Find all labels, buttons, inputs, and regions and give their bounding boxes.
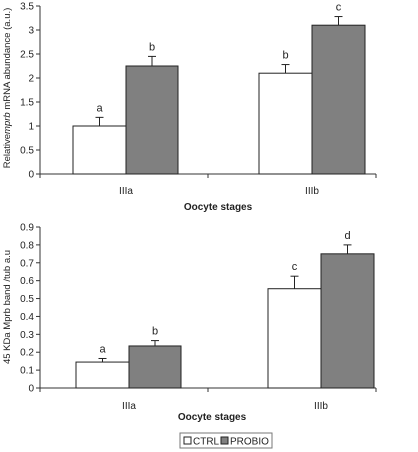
chart1-bar-probio: [311, 24, 366, 175]
chart1-category-label: IIIb: [305, 186, 319, 197]
chart1-significance-label: a: [96, 102, 103, 114]
chart2-significance-label: c: [292, 261, 298, 273]
chart2-significance-label: b: [152, 326, 158, 338]
chart2-y-tick-label: 0.8: [20, 240, 34, 251]
chart1-y-axis-title: Relativemprb mRNA abundance (a.u.): [2, 8, 13, 169]
chart1-significance-label: c: [336, 2, 342, 14]
chart1-y-tick-label: 2: [28, 74, 34, 85]
chart1-y-tick-label: 0.5: [20, 146, 34, 157]
legend-swatch-probio: [220, 436, 229, 445]
chart1-bar-probio: [125, 65, 179, 175]
chart2-bar-probio: [128, 345, 182, 389]
legend-label-probio: PROBIO: [230, 437, 269, 448]
chart2-bar-ctrl: [267, 288, 322, 389]
chart2-y-tick-label: 0.2: [20, 348, 34, 359]
chart2-y-tick-label: 0.3: [20, 330, 34, 341]
legend-label-ctrl: CTRL: [193, 437, 220, 448]
chart1-y-tick-label: 1.5: [20, 98, 34, 109]
chart1-x-axis-title: Oocyte stages: [184, 202, 253, 213]
chart2-category-label: IIIa: [122, 401, 136, 412]
chart2-y-tick-label: 0.9: [20, 223, 34, 234]
chart1-bar-ctrl: [258, 72, 313, 175]
protein-band-chart: 45 KDa Mprb band /tub a.u Oocyte stages …: [2, 223, 377, 423]
chart2-y-tick-label: 0.5: [20, 294, 34, 305]
chart1-y-tick-label: 1: [28, 122, 34, 133]
legend-swatch-ctrl: [183, 436, 192, 445]
chart2-bar-probio: [320, 253, 375, 389]
chart1-significance-label: b: [282, 50, 288, 62]
chart1-significance-label: b: [149, 41, 155, 53]
mrna-abundance-chart: Relativemprb mRNA abundance (a.u.) Oocyt…: [2, 2, 377, 213]
legend: CTRL PROBIO: [179, 432, 273, 449]
chart2-significance-label: d: [344, 230, 350, 242]
chart2-y-tick-label: 0.7: [20, 258, 34, 269]
chart2-significance-label: a: [99, 343, 106, 355]
chart2-y-tick-label: 0.4: [20, 312, 34, 323]
chart2-y-axis-title: 45 KDa Mprb band /tub a.u: [2, 250, 13, 364]
chart1-bar-ctrl: [72, 125, 127, 175]
chart1-y-tick-label: 0: [28, 170, 34, 181]
chart2-y-tick-label: 0.6: [20, 276, 34, 287]
chart1-y-tick-label: 3: [28, 26, 34, 37]
chart2-y-tick-label: 0.1: [20, 366, 34, 377]
chart2-bar-ctrl: [75, 361, 130, 389]
chart1-y-tick-label: 2.5: [20, 50, 34, 61]
chart2-x-axis-title: Oocyte stages: [178, 412, 247, 423]
chart2-y-tick-label: 0: [28, 384, 34, 395]
chart1-category-label: IIIa: [119, 186, 133, 197]
chart1-y-tick-label: 3.5: [20, 2, 34, 13]
chart2-category-label: IIIb: [314, 401, 328, 412]
legend-box: [179, 432, 273, 449]
